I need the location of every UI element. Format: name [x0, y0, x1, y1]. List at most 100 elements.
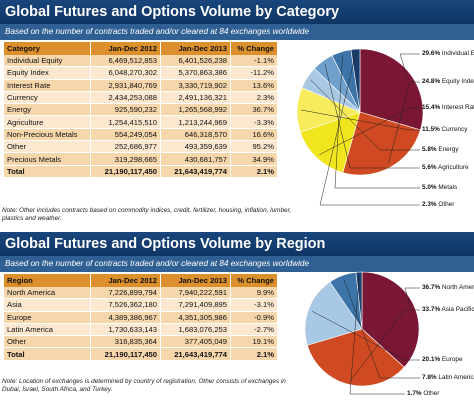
header-change: % Change: [230, 274, 278, 287]
table-row: Non-Precious Metals 554,249,054 646,318,57…: [4, 128, 278, 142]
row-label: Latin America: [4, 323, 91, 337]
percent-change: 34.9%: [230, 152, 278, 166]
pie-label-text: Metals: [436, 184, 458, 191]
pie-label: 5.8% Energy: [422, 146, 459, 153]
value-2013: 7,940,222,591: [160, 287, 231, 300]
value-2012: 2,931,840,769: [90, 79, 161, 92]
percent-change: 95.2%: [230, 140, 278, 154]
pie-label-value: 20.1%: [422, 356, 441, 363]
pie-label: 7.8% Latin America: [422, 374, 474, 381]
pie-label: 20.1% Europe: [422, 356, 463, 363]
row-label: Agriculture: [4, 115, 91, 129]
table-header-row: Category Jan-Dec 2012 Jan-Dec 2013 % Cha…: [4, 42, 278, 55]
pie-slice-asia-pacific: [306, 328, 405, 387]
pie-label-text: Individual Equities: [441, 50, 474, 57]
pie-label: 5.0% Metals: [422, 184, 457, 191]
value-2012: 1,730,633,143: [90, 323, 161, 337]
header-2012: Jan-Dec 2012: [90, 274, 161, 287]
leader-line: [388, 81, 420, 164]
total-change: 2.1%: [230, 347, 278, 361]
pie-label-text: Europe: [440, 356, 463, 363]
pie-slice-north-america: [361, 271, 420, 368]
total-2013: 21,643,419,774: [160, 347, 231, 361]
value-2012: 2,434,253,088: [90, 91, 161, 105]
total-row: Total 21,190,117,450 21,643,419,774 2.1%: [4, 165, 278, 178]
pie-label-value: 1.7%: [407, 390, 422, 397]
leader-line: [324, 64, 420, 169]
leader-line: [349, 276, 405, 395]
pie-label-value: 29.6%: [422, 50, 441, 57]
value-2012: 7,226,899,794: [90, 287, 161, 300]
value-2012: 4,389,386,967: [90, 311, 161, 324]
pie-slice-europe: [304, 281, 363, 346]
pie-label-value: 36.7%: [422, 284, 441, 291]
total-2013: 21,643,419,774: [160, 165, 231, 178]
table-row: North America 7,226,899,794 7,940,222,591 9…: [4, 287, 278, 300]
leader-line: [319, 53, 420, 206]
total-label: Total: [4, 165, 91, 178]
row-label: North America: [4, 287, 91, 300]
pie-label-text: Currency: [439, 126, 468, 133]
percent-change: -11.2%: [230, 66, 278, 80]
table-row: Other 316,835,364 377,405,049 19.1%: [4, 335, 278, 349]
category-subtitle: Based on the number of contracts traded …: [0, 24, 474, 40]
row-label: Other: [4, 335, 91, 349]
value-2013: 493,359,639: [160, 140, 231, 154]
value-2013: 377,405,049: [160, 335, 231, 349]
row-label: Equity Index: [4, 66, 91, 80]
table-row: Asia 7,526,362,180 7,291,409,895 -3.1%: [4, 298, 278, 312]
value-2012: 252,686,977: [90, 140, 161, 154]
row-label: Non-Precious Metals: [4, 128, 91, 142]
value-2013: 1,683,076,253: [160, 323, 231, 337]
pie-label-text: Interest Rate: [441, 104, 474, 111]
region-pie-chart: [304, 271, 420, 395]
region-subtitle: Based on the number of contracts traded …: [0, 256, 474, 272]
percent-change: -2.7%: [230, 323, 278, 337]
row-label: Precious Metals: [4, 152, 91, 166]
row-label: Asia: [4, 298, 91, 312]
table-header-row: Region Jan-Dec 2012 Jan-Dec 2013 % Chang…: [4, 274, 278, 287]
percent-change: 16.6%: [230, 128, 278, 142]
table-row: Equity Index 6,048,270,302 5,370,863,386 -1…: [4, 66, 278, 80]
value-2013: 646,318,570: [160, 128, 231, 142]
header-category: Category: [4, 42, 91, 55]
total-2012: 21,190,117,450: [90, 347, 161, 361]
total-label: Total: [4, 347, 91, 361]
category-table: Category Jan-Dec 2012 Jan-Dec 2013 % Cha…: [4, 42, 278, 178]
pie-label-value: 5.0%: [422, 184, 437, 191]
percent-change: -1.1%: [230, 55, 278, 68]
value-2012: 6,469,512,853: [90, 55, 161, 68]
value-2012: 554,249,054: [90, 128, 161, 142]
pie-label-text: Other: [436, 201, 455, 208]
percent-change: -3.1%: [230, 298, 278, 312]
region-title: Global Futures and Options Volume by Reg…: [0, 232, 474, 256]
value-2013: 2,491,136,321: [160, 91, 231, 105]
category-panel: Global Futures and Options Volume by Cat…: [0, 0, 474, 222]
pie-label-text: Latin America: [436, 374, 474, 381]
total-change: 2.1%: [230, 165, 278, 178]
value-2012: 7,526,362,180: [90, 298, 161, 312]
table-row: Precious Metals 319,298,665 430,681,757 34.…: [4, 152, 278, 166]
pie-label-value: 7.8%: [422, 374, 437, 381]
header-change: % Change: [230, 42, 278, 55]
table-row: Currency 2,434,253,088 2,491,136,321 2.3%: [4, 91, 278, 105]
value-2013: 430,681,757: [160, 152, 231, 166]
value-2013: 6,401,526,238: [160, 55, 231, 68]
pie-label-text: Agriculture: [436, 164, 469, 171]
value-2013: 4,351,305,986: [160, 311, 231, 324]
value-2012: 925,590,232: [90, 103, 161, 117]
value-2012: 6,048,270,302: [90, 66, 161, 80]
pie-label: 11.5% Currency: [422, 126, 467, 133]
category-title: Global Futures and Options Volume by Cat…: [0, 0, 474, 24]
pie-label-value: 24.8%: [422, 78, 441, 85]
pie-label: 29.6% Individual Equities: [422, 50, 474, 57]
category-pie-chart: [296, 48, 424, 206]
table-row: Europe 4,389,386,967 4,351,305,986 -0.9%: [4, 311, 278, 324]
value-2013: 3,330,719,902: [160, 79, 231, 92]
pie-label: 33.7% Asia Pacific: [422, 306, 474, 313]
leader-line: [310, 79, 420, 151]
region-panel: Global Futures and Options Volume by Reg…: [0, 232, 474, 406]
pie-label: 5.6% Agriculture: [422, 164, 469, 171]
value-2012: 1,254,415,510: [90, 115, 161, 129]
header-2012: Jan-Dec 2012: [90, 42, 161, 55]
